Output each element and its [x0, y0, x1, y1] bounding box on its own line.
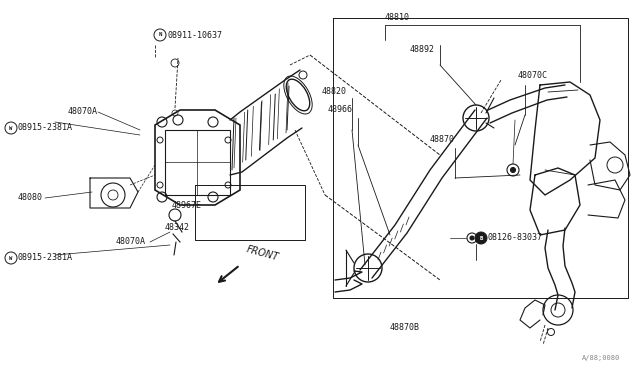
Circle shape	[475, 232, 487, 244]
Text: B: B	[479, 235, 483, 241]
Text: W: W	[10, 256, 13, 260]
Text: 48342: 48342	[165, 224, 190, 232]
Text: 48820: 48820	[322, 87, 347, 96]
Circle shape	[511, 167, 515, 173]
Text: 48080: 48080	[18, 193, 43, 202]
Text: A/88;0080: A/88;0080	[582, 355, 620, 361]
Text: 08915-2381A: 08915-2381A	[18, 253, 73, 263]
Text: 48810: 48810	[385, 13, 410, 22]
Text: 48870B: 48870B	[390, 324, 420, 333]
Text: W: W	[10, 125, 13, 131]
Text: 48070A: 48070A	[116, 237, 146, 247]
Text: 08911-10637: 08911-10637	[167, 31, 222, 39]
Text: 08126-83037: 08126-83037	[488, 234, 543, 243]
Text: 48070A: 48070A	[68, 108, 98, 116]
Text: 48870: 48870	[430, 135, 455, 144]
Text: 48967E: 48967E	[172, 201, 202, 209]
Text: FRONT: FRONT	[245, 245, 280, 263]
Text: 48070C: 48070C	[518, 71, 548, 80]
Text: 08915-2381A: 08915-2381A	[18, 124, 73, 132]
Text: 48966: 48966	[328, 106, 353, 115]
Text: 48892: 48892	[410, 45, 435, 55]
Circle shape	[470, 236, 474, 240]
Text: N: N	[158, 32, 162, 38]
